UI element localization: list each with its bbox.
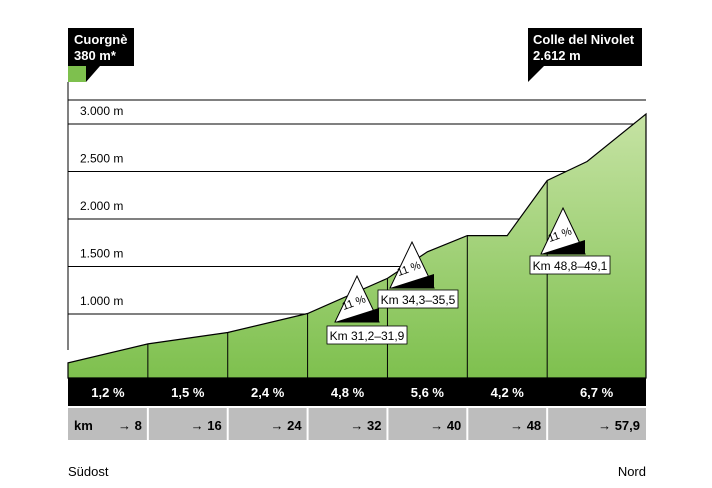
steep-signs: 11 %Km 31,2–31,911 %Km 34,3–35,5 11 %Km 4…	[326, 206, 611, 345]
gradient-label: 1,5 %	[171, 385, 205, 400]
y-grid	[68, 99, 646, 315]
y-tick-label: 2.500 m	[80, 152, 123, 166]
sign-slope	[335, 308, 379, 322]
gradient-label: 6,7 %	[580, 385, 614, 400]
km-label: → 16	[191, 418, 222, 433]
km-band	[68, 408, 646, 440]
finish-name: Colle del Nivolet	[533, 32, 635, 47]
gradient-label: 5,6 %	[411, 385, 445, 400]
km-labels: → 8 → 16 → 24 → 32 → 40 → 48 → 57,9	[118, 418, 640, 433]
segment-dividers	[147, 180, 548, 378]
km-label: → 24	[271, 418, 303, 433]
start-marker: Cuorgnè 380 m*	[67, 28, 134, 350]
km-label: → 48	[510, 418, 541, 433]
km-label: → 8	[118, 418, 142, 433]
sign-slope	[390, 274, 434, 288]
km-label: → 57,9	[598, 418, 640, 433]
y-tick-labels: 1.000 m 1.500 m 2.000 m 2.500 m 3.000 m	[80, 104, 123, 308]
elevation-area	[67, 112, 647, 379]
gradient-label: 4,8 %	[331, 385, 365, 400]
steep-sign: 11 %Km 31,2–31,9	[326, 274, 408, 345]
gradient-label: 2,4 %	[251, 385, 285, 400]
gradient-band	[68, 378, 646, 406]
finish-elevation: 2.612 m	[533, 48, 581, 63]
y-tick-label: 1.000 m	[80, 294, 123, 308]
km-dividers	[146, 408, 549, 440]
steep-sign: 11 %Km 48,8–49,1	[529, 206, 611, 275]
start-elevation: 380 m*	[74, 48, 117, 63]
y-tick-label: 2.000 m	[80, 199, 123, 213]
start-name: Cuorgnè	[74, 32, 127, 47]
sign-label: Km 48,8–49,1	[533, 259, 608, 273]
km-unit: km	[74, 418, 93, 433]
sign-slope	[541, 240, 585, 254]
direction-left: Südost	[68, 464, 109, 479]
sign-label: Km 31,2–31,9	[330, 329, 405, 343]
km-label: → 32	[350, 418, 381, 433]
gradient-label: 4,2 %	[491, 385, 525, 400]
finish-marker: Colle del Nivolet 2.612 m	[528, 28, 642, 82]
km-label: → 40	[430, 418, 461, 433]
gradient-label: 1,2 %	[91, 385, 125, 400]
sign-label-box	[529, 255, 611, 275]
steep-sign: 11 %Km 34,3–35,5	[377, 240, 459, 309]
direction-right: Nord	[618, 464, 646, 479]
sign-label-box	[326, 325, 408, 345]
gradient-labels: 1,2 % 1,5 % 2,4 % 4,8 % 5,6 % 4,2 % 6,7 %	[91, 385, 613, 400]
sign-label: Km 34,3–35,5	[381, 293, 456, 307]
y-tick-label: 3.000 m	[80, 104, 123, 118]
y-tick-label: 1.500 m	[80, 247, 123, 261]
sign-label-box	[377, 289, 459, 309]
